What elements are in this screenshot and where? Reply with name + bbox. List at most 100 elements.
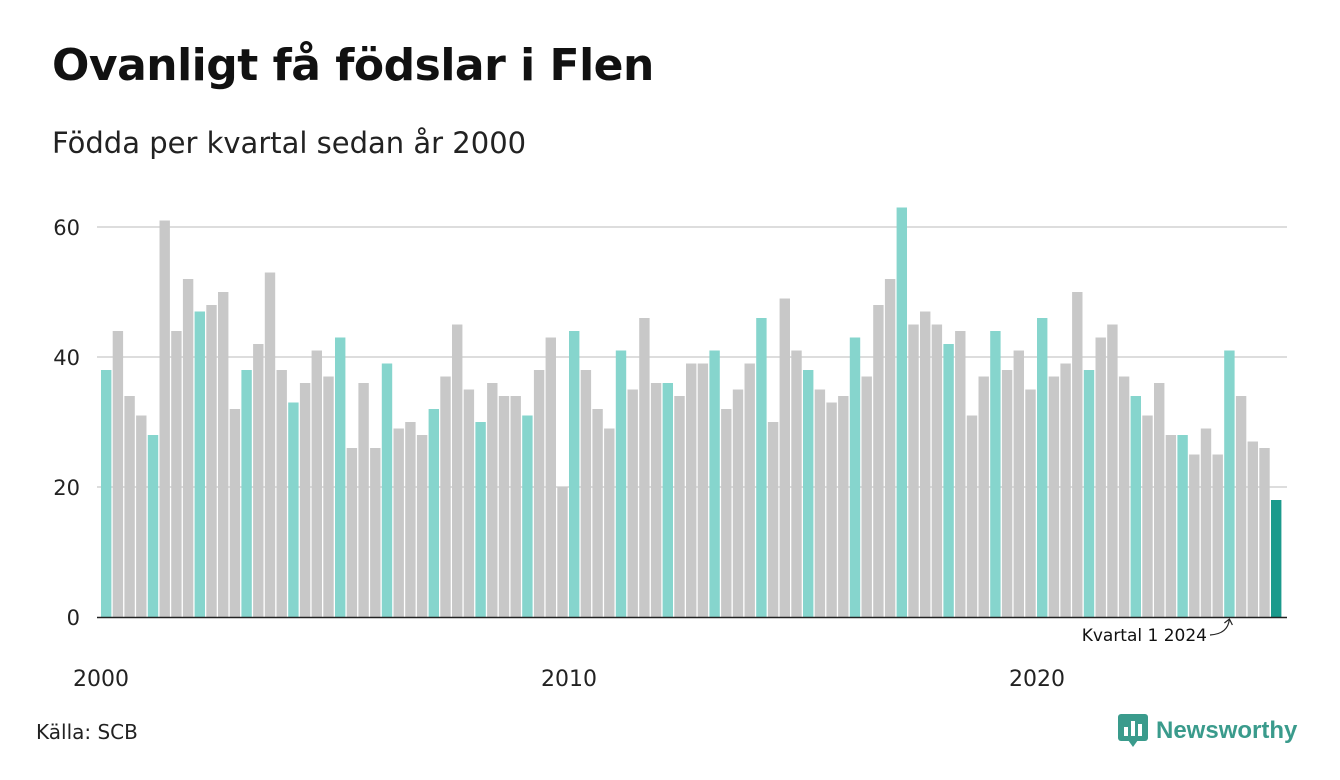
chart-subtitle: Födda per kvartal sedan år 2000 <box>52 126 527 160</box>
y-tick-label: 20 <box>53 476 80 500</box>
bar <box>1048 376 1060 617</box>
bar <box>510 396 521 617</box>
annotation-arrowhead <box>1224 618 1233 626</box>
bar <box>182 279 194 617</box>
bar <box>475 422 486 617</box>
bar <box>1154 383 1165 617</box>
bar <box>838 396 849 617</box>
bar <box>884 279 896 617</box>
bar-chart: 0 20 40 60 2000 2010 2020 Kvartal 1 2024 <box>53 207 1287 692</box>
bar <box>124 396 135 617</box>
bar <box>1001 370 1013 617</box>
bar <box>615 350 627 617</box>
bar <box>206 305 217 617</box>
bar <box>662 383 673 617</box>
y-tick-label: 60 <box>53 216 80 240</box>
bar <box>229 409 241 617</box>
bar <box>814 389 826 617</box>
bar <box>1247 441 1258 617</box>
bar <box>1025 389 1036 617</box>
bar <box>1060 363 1071 617</box>
brand-logo: Newsworthy <box>1118 714 1297 748</box>
bar <box>346 448 358 617</box>
bar <box>697 363 709 617</box>
bar <box>1013 350 1024 617</box>
bar <box>381 363 393 617</box>
bar <box>452 324 463 617</box>
bar <box>604 428 615 617</box>
bar <box>323 376 334 617</box>
bar <box>767 422 779 617</box>
bar <box>803 370 814 617</box>
bar <box>1259 448 1270 617</box>
bar <box>440 376 451 617</box>
bar <box>732 389 744 617</box>
bar <box>253 344 264 617</box>
bar <box>218 292 229 617</box>
bar <box>533 370 545 617</box>
chart-title: Ovanligt få födslar i Flen <box>52 40 654 91</box>
bar <box>955 331 966 617</box>
bar <box>522 415 533 617</box>
bar <box>966 415 978 617</box>
annotation: Kvartal 1 2024 <box>1082 618 1233 646</box>
bar <box>276 370 287 617</box>
bar <box>463 389 475 617</box>
x-tick-label: 2010 <box>541 667 597 692</box>
source-note: Källa: SCB <box>36 720 138 744</box>
bar <box>1142 415 1153 617</box>
bar <box>756 318 767 617</box>
annotation-label: Kvartal 1 2024 <box>1082 626 1207 646</box>
bar <box>370 448 381 617</box>
bar <box>826 402 837 617</box>
bar <box>311 350 322 617</box>
bar <box>943 344 954 617</box>
bar <box>686 363 697 617</box>
x-axis-ticks: 2000 2010 2020 <box>73 667 1065 692</box>
bar <box>650 383 662 617</box>
bar <box>545 337 556 617</box>
bar <box>791 350 802 617</box>
bar <box>136 415 147 617</box>
bar <box>358 383 369 617</box>
bar <box>1200 428 1212 617</box>
bar <box>557 487 568 617</box>
bar <box>264 272 276 617</box>
bar <box>849 337 861 617</box>
bar <box>1235 396 1247 617</box>
x-tick-label: 2020 <box>1009 667 1065 692</box>
bar <box>416 435 428 617</box>
bar <box>194 311 205 617</box>
bar <box>1083 370 1095 617</box>
bar <box>1107 324 1118 617</box>
x-tick-label: 2000 <box>73 667 129 692</box>
bar <box>1189 454 1200 617</box>
bar <box>335 337 346 617</box>
bar <box>1072 292 1083 617</box>
bar <box>1224 350 1235 617</box>
bar <box>861 376 872 617</box>
bar <box>1212 454 1223 617</box>
bar <box>908 324 919 617</box>
bar <box>1165 435 1177 617</box>
bar <box>101 370 112 617</box>
y-tick-label: 0 <box>67 606 80 630</box>
bar <box>627 389 638 617</box>
bar <box>1271 500 1282 617</box>
bar <box>1130 396 1141 617</box>
bar <box>159 220 170 617</box>
bar <box>920 311 931 617</box>
bar <box>709 350 720 617</box>
bar <box>498 396 510 617</box>
bar <box>569 331 580 617</box>
bar <box>1037 318 1048 617</box>
bar <box>1095 337 1106 617</box>
bar <box>873 305 884 617</box>
bar <box>405 422 416 617</box>
bar <box>990 331 1001 617</box>
bar <box>299 383 311 617</box>
annotation-arrow <box>1209 618 1230 636</box>
bar <box>721 409 732 617</box>
bar <box>592 409 603 617</box>
bar <box>674 396 685 617</box>
